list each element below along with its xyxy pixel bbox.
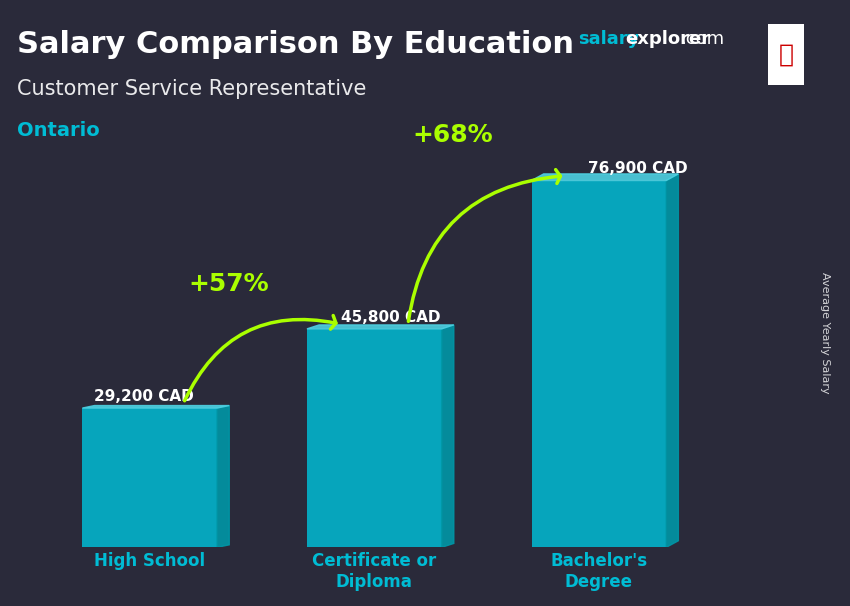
Text: Salary Comparison By Education: Salary Comparison By Education — [17, 30, 574, 59]
Text: salary: salary — [578, 30, 639, 48]
Text: 45,800 CAD: 45,800 CAD — [341, 310, 440, 325]
Text: +68%: +68% — [412, 124, 493, 147]
Text: Ontario: Ontario — [17, 121, 99, 140]
Polygon shape — [666, 174, 678, 547]
Text: explorer: explorer — [625, 30, 710, 48]
Polygon shape — [217, 405, 230, 547]
Bar — [768, 24, 804, 85]
Text: 29,200 CAD: 29,200 CAD — [94, 389, 193, 404]
Bar — [82, 408, 217, 547]
Bar — [531, 181, 666, 547]
Polygon shape — [307, 325, 454, 329]
Polygon shape — [82, 405, 230, 408]
Text: .com: .com — [680, 30, 724, 48]
Text: Average Yearly Salary: Average Yearly Salary — [819, 273, 830, 394]
Text: +57%: +57% — [188, 271, 269, 296]
Polygon shape — [442, 325, 454, 547]
Polygon shape — [531, 174, 678, 181]
Text: 76,900 CAD: 76,900 CAD — [587, 161, 688, 176]
Text: Customer Service Representative: Customer Service Representative — [17, 79, 366, 99]
Text: 🍁: 🍁 — [779, 42, 794, 67]
Bar — [307, 329, 442, 547]
